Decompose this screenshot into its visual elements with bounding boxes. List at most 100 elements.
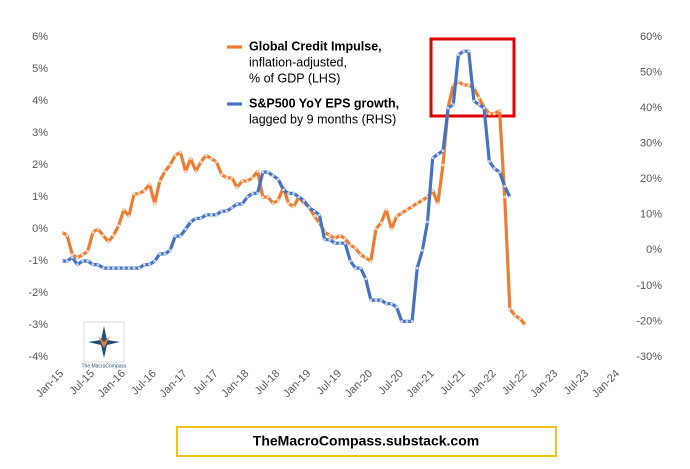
point bbox=[508, 307, 512, 311]
point bbox=[70, 256, 74, 259]
point bbox=[251, 192, 254, 195]
point bbox=[405, 208, 409, 212]
point bbox=[451, 103, 455, 106]
point bbox=[173, 154, 177, 157]
series-line bbox=[62, 49, 512, 323]
point bbox=[441, 149, 445, 153]
point bbox=[127, 266, 131, 270]
point bbox=[194, 170, 198, 173]
point bbox=[209, 157, 213, 161]
point bbox=[390, 302, 393, 306]
y2-tick-label: 60% bbox=[640, 31, 662, 43]
point bbox=[467, 49, 471, 53]
point bbox=[240, 179, 244, 183]
point bbox=[498, 170, 501, 174]
point bbox=[431, 189, 435, 193]
y-tick-label: 6% bbox=[32, 31, 48, 43]
point bbox=[153, 259, 157, 263]
point bbox=[96, 263, 100, 266]
x-tick-label: Jan-18 bbox=[219, 368, 251, 400]
point bbox=[276, 198, 280, 202]
x-tick-label: Jan-20 bbox=[343, 368, 375, 400]
x-tick-label: Jan-15 bbox=[34, 368, 66, 400]
point bbox=[312, 214, 316, 218]
point bbox=[508, 195, 512, 199]
point bbox=[384, 302, 388, 306]
x-tick-label: Jan-17 bbox=[157, 368, 189, 400]
point bbox=[163, 252, 167, 256]
point bbox=[292, 192, 296, 195]
point bbox=[498, 109, 501, 112]
point bbox=[364, 277, 368, 281]
point bbox=[86, 250, 90, 253]
point bbox=[96, 227, 100, 231]
point bbox=[137, 266, 141, 270]
y2-tick-label: -20% bbox=[636, 315, 662, 327]
point bbox=[132, 192, 136, 196]
y-tick-label: 1% bbox=[32, 191, 48, 203]
point bbox=[405, 320, 409, 323]
point bbox=[354, 246, 357, 250]
point bbox=[220, 173, 223, 177]
point bbox=[168, 248, 172, 252]
legend-note: % of GDP (LHS) bbox=[249, 71, 340, 85]
legend-note: inflation-adjusted, bbox=[249, 55, 347, 69]
point bbox=[384, 208, 388, 212]
point bbox=[343, 237, 347, 241]
y2-tick-label: 10% bbox=[640, 209, 662, 221]
y-tick-label: -4% bbox=[28, 351, 48, 363]
point bbox=[101, 266, 105, 270]
point bbox=[142, 263, 146, 266]
y2-tick-label: 0% bbox=[646, 244, 662, 256]
point bbox=[436, 202, 440, 205]
point bbox=[235, 202, 239, 206]
x-tick-label: Jan-19 bbox=[281, 368, 313, 400]
point bbox=[364, 256, 368, 260]
point bbox=[158, 179, 162, 183]
point bbox=[106, 266, 110, 270]
x-tick-label: Jul-18 bbox=[253, 368, 283, 398]
y-tick-label: 2% bbox=[32, 159, 48, 171]
point bbox=[60, 259, 64, 263]
point bbox=[292, 205, 296, 209]
point bbox=[204, 213, 208, 217]
point bbox=[307, 206, 311, 210]
legend-label: S&P500 YoY EPS growth, bbox=[249, 96, 399, 110]
point bbox=[220, 209, 223, 213]
point bbox=[312, 209, 316, 213]
point bbox=[318, 213, 321, 217]
point bbox=[302, 199, 306, 202]
point bbox=[467, 83, 471, 87]
logo-accent bbox=[98, 336, 110, 348]
x-tick-label: Jul-23 bbox=[562, 368, 592, 398]
y-tick-label: -2% bbox=[28, 287, 48, 299]
point bbox=[117, 266, 121, 270]
point bbox=[390, 227, 393, 231]
point bbox=[354, 266, 357, 270]
point bbox=[153, 202, 157, 205]
point bbox=[261, 170, 265, 174]
y2-tick-label: 30% bbox=[640, 138, 662, 150]
point bbox=[101, 234, 105, 237]
point bbox=[348, 259, 352, 263]
point bbox=[245, 195, 249, 199]
point bbox=[333, 237, 337, 241]
point bbox=[338, 234, 342, 237]
point bbox=[225, 209, 229, 213]
logo: The MacroCompass bbox=[81, 321, 127, 369]
point bbox=[266, 170, 270, 174]
point bbox=[359, 266, 362, 270]
point bbox=[76, 263, 79, 266]
y2-tick-label: 50% bbox=[640, 66, 662, 78]
y-tick-label: 4% bbox=[32, 95, 48, 107]
point bbox=[487, 112, 491, 116]
point bbox=[60, 230, 64, 234]
point bbox=[477, 103, 481, 106]
point bbox=[446, 106, 450, 110]
point bbox=[323, 238, 326, 242]
y-tick-label: 5% bbox=[32, 63, 48, 75]
y-tick-label: -3% bbox=[28, 319, 48, 331]
point bbox=[410, 205, 414, 209]
point bbox=[374, 298, 378, 302]
